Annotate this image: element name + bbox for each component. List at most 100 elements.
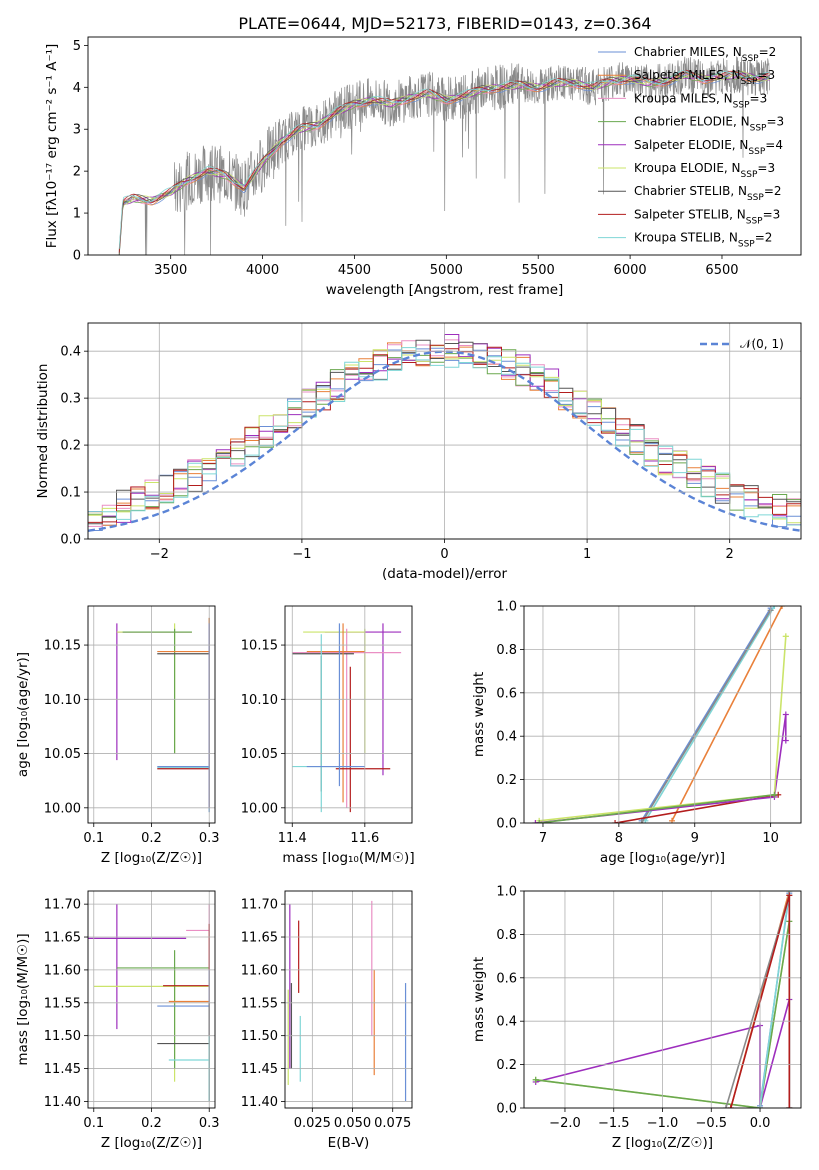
mass-vs-Z-frame: [87, 890, 216, 1109]
x-tick-label: 2: [726, 547, 734, 562]
massweight-vs-age-plot-area: [532, 606, 789, 823]
y-tick-label: 11.45: [44, 1062, 81, 1077]
massweight-vs-Z-panel: −2.0 −1.5 −1.0 −0.5 0.0 0.0 0.2 0.4 0.6 0.8 1.0 Z […: [471, 885, 802, 1151]
mass-weight-line: [640, 607, 772, 822]
y-tick-label: 10.00: [44, 801, 81, 816]
x-tick-label: 5000: [430, 263, 463, 278]
legend-label-suffix: =4: [765, 138, 783, 152]
y-tick-label: 11.40: [241, 1095, 278, 1110]
model-spectrum-line: [118, 73, 770, 251]
legend-label-subscript: SSP: [741, 170, 758, 180]
x-axis-label: wavelength [Angstrom, rest frame]: [326, 282, 564, 298]
y-tick-label: 11.65: [44, 931, 81, 946]
y-tick-label: 0.1: [60, 486, 81, 501]
x-tick-label: 10: [762, 831, 779, 846]
legend-label-subscript: SSP: [750, 124, 767, 134]
legend-label-suffix: =3: [757, 68, 775, 82]
legend-label-subscript: SSP: [742, 54, 759, 64]
spectrum-frame: [87, 36, 802, 256]
y-tick-label: 10.15: [44, 639, 81, 654]
y-tick-label: 0.6: [496, 971, 517, 986]
y-axis-label: mass [log₁₀(M/M☉)]: [15, 933, 31, 1065]
mass-vs-EBV-frame: [284, 890, 413, 1109]
mass-weight-line: [539, 794, 775, 823]
y-axis-label: mass weight: [471, 672, 487, 757]
x-tick-label: −0.5: [695, 1116, 727, 1131]
legend-label-suffix: =3: [757, 161, 775, 175]
y-axis-label: Normed distribution: [35, 364, 51, 499]
x-tick-label: −2.0: [549, 1116, 581, 1131]
model-spectrum-line: [118, 70, 771, 255]
legend-label-subscript: SSP: [746, 216, 763, 226]
x-tick-label: 5500: [522, 263, 555, 278]
model-spectrum-line: [118, 72, 770, 255]
x-axis-label: mass [log₁₀(M/M☉)]: [282, 850, 414, 866]
age-vs-Z-panel: 0.1 0.2 0.3 10.00 10.05 10.10 10.15 Z [log₁₀(Z/…: [15, 605, 220, 866]
y-tick-label: 11.70: [44, 898, 81, 913]
mass-weight-line: [644, 606, 776, 822]
age-vs-mass-panel: 11.4 11.6 10.00 10.05 10.10 10.15 mass [log₁₀(…: [241, 605, 415, 866]
y-tick-label: 0.3: [60, 392, 81, 407]
y-tick-label: 0.8: [496, 928, 517, 943]
residuals-panel: −2 −1 0 1 2 0.0 0.1 0.2 0.3 0.4 (data-model)/error…: [35, 322, 802, 582]
observed-spectrum-line: [118, 56, 771, 255]
y-tick-label: 11.65: [241, 931, 278, 946]
legend-label-suffix: =2: [764, 184, 782, 198]
y-tick-label: 11.40: [44, 1095, 81, 1110]
mass-weight-line: [640, 609, 772, 823]
x-tick-label: 4500: [338, 263, 371, 278]
x-tick-label: 3500: [154, 263, 187, 278]
y-tick-label: 4: [73, 81, 81, 96]
massweight-vs-age-frame: [523, 605, 802, 824]
x-tick-label: 0.1: [83, 1116, 104, 1131]
x-tick-label: 0.025: [294, 1116, 331, 1131]
x-tick-label: 0.075: [374, 1116, 411, 1131]
model-spectrum-line: [118, 70, 770, 249]
y-tick-label: 0.4: [496, 1015, 517, 1030]
mass-weight-line: [535, 714, 787, 823]
y-tick-label: 10.15: [241, 639, 278, 654]
x-tick-label: 4000: [246, 263, 279, 278]
mass-vs-EBV-panel: 0.025 0.050 0.075 11.40 11.45 11.50 11.55 11.60…: [241, 890, 413, 1151]
x-tick-label: −1: [292, 547, 311, 562]
legend-label-suffix: =3: [763, 207, 781, 221]
y-tick-label: 10.00: [241, 801, 278, 816]
x-tick-label: 9: [691, 831, 699, 846]
x-tick-label: 0.1: [83, 831, 104, 846]
x-tick-label: 0.050: [334, 1116, 371, 1131]
legend-label-suffix: =3: [766, 115, 784, 129]
x-tick-label: 11.6: [350, 831, 379, 846]
x-tick-label: −2: [150, 547, 169, 562]
y-tick-label: 3: [73, 123, 81, 138]
x-tick-label: 0.2: [141, 831, 162, 846]
x-tick-label: 1: [583, 547, 591, 562]
residuals-frame: [87, 322, 802, 540]
legend-label-subscript: SSP: [741, 77, 758, 87]
x-tick-label: −1.5: [598, 1116, 630, 1131]
y-tick-label: 0.8: [496, 643, 517, 658]
spectrum-plot-area: [118, 56, 771, 255]
y-tick-label: 11.60: [44, 963, 81, 978]
x-tick-label: 0.2: [141, 1116, 162, 1131]
legend-label-suffix: =2: [755, 231, 773, 245]
x-tick-label: 6500: [705, 263, 738, 278]
y-tick-label: 0.0: [496, 1102, 517, 1117]
y-tick-label: 0.2: [496, 1058, 517, 1073]
y-tick-label: 1: [73, 207, 81, 222]
x-tick-label: 0.3: [199, 1116, 220, 1131]
x-tick-label: 0.0: [750, 1116, 771, 1131]
x-tick-label: 7: [539, 831, 547, 846]
residuals-legend: 𝒩(0, 1): [700, 337, 784, 351]
y-tick-label: 10.05: [44, 747, 81, 762]
x-tick-label: 0: [440, 547, 448, 562]
y-axis-label: Flux [fλ10⁻¹⁷ erg cm⁻² s⁻¹ A⁻¹]: [44, 44, 60, 249]
x-axis-label: Z [log₁₀(Z/Z☉)]: [101, 1135, 202, 1151]
mass-weight-line: [535, 921, 791, 1108]
y-tick-label: 0.0: [60, 533, 81, 548]
y-tick-label: 0.4: [60, 345, 81, 360]
legend-label-subscript: SSP: [733, 100, 750, 110]
y-tick-label: 10.10: [241, 693, 278, 708]
y-tick-label: 11.50: [44, 1029, 81, 1044]
y-tick-label: 1.0: [496, 600, 517, 615]
